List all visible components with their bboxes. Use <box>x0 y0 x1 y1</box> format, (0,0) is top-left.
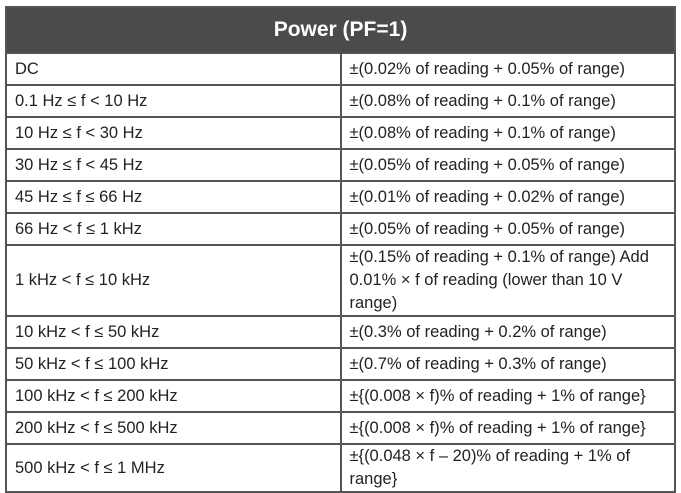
frequency-cell: 45 Hz ≤ f ≤ 66 Hz <box>5 180 342 214</box>
table-body: DC ±(0.02% of reading + 0.05% of range) 0.… <box>5 52 676 493</box>
accuracy-cell: ±(0.7% of reading + 0.3% of range) <box>339 347 676 381</box>
table-row: 45 Hz ≤ f ≤ 66 Hz ±(0.01% of reading + 0.… <box>5 180 676 214</box>
table-row: 10 kHz < f ≤ 50 kHz ±(0.3% of reading + 0… <box>5 315 676 349</box>
accuracy-cell: ±(0.01% of reading + 0.02% of range) <box>339 180 676 214</box>
accuracy-cell: ±(0.05% of reading + 0.05% of range) <box>339 148 676 182</box>
frequency-cell: 1 kHz < f ≤ 10 kHz <box>5 244 342 317</box>
table-row: 30 Hz ≤ f < 45 Hz ±(0.05% of reading + 0.… <box>5 148 676 182</box>
accuracy-cell: ±(0.08% of reading + 0.1% of range) <box>339 84 676 118</box>
table-row: 500 kHz < f ≤ 1 MHz ±{(0.048 × f – 20)% o… <box>5 443 676 493</box>
accuracy-cell: ±(0.05% of reading + 0.05% of range) <box>339 212 676 246</box>
spec-table: Power (PF=1) DC ±(0.02% of reading + 0.05… <box>5 6 676 493</box>
table-row: 66 Hz < f ≤ 1 kHz ±(0.05% of reading + 0.… <box>5 212 676 246</box>
accuracy-cell: ±{(0.008 × f)% of reading + 1% of range} <box>339 411 676 445</box>
table-title: Power (PF=1) <box>5 6 676 54</box>
table-row: 200 kHz < f ≤ 500 kHz ±{(0.008 × f)% of r… <box>5 411 676 445</box>
accuracy-cell: ±(0.08% of reading + 0.1% of range) <box>339 116 676 150</box>
table-row: 0.1 Hz ≤ f < 10 Hz ±(0.08% of reading + 0… <box>5 84 676 118</box>
frequency-cell: 10 Hz ≤ f < 30 Hz <box>5 116 342 150</box>
accuracy-cell: ±(0.15% of reading + 0.1% of range) Add … <box>339 244 676 317</box>
table-row: 50 kHz < f ≤ 100 kHz ±(0.7% of reading + … <box>5 347 676 381</box>
frequency-cell: 50 kHz < f ≤ 100 kHz <box>5 347 342 381</box>
table-row: 100 kHz < f ≤ 200 kHz ±{(0.008 × f)% of r… <box>5 379 676 413</box>
table-row: 1 kHz < f ≤ 10 kHz ±(0.15% of reading + 0… <box>5 244 676 317</box>
accuracy-cell: ±{(0.048 × f – 20)% of reading + 1% of r… <box>339 443 676 493</box>
accuracy-cell: ±(0.02% of reading + 0.05% of range) <box>339 52 676 86</box>
frequency-cell: 30 Hz ≤ f < 45 Hz <box>5 148 342 182</box>
frequency-cell: 10 kHz < f ≤ 50 kHz <box>5 315 342 349</box>
frequency-cell: 500 kHz < f ≤ 1 MHz <box>5 443 342 493</box>
frequency-cell: 66 Hz < f ≤ 1 kHz <box>5 212 342 246</box>
frequency-cell: 0.1 Hz ≤ f < 10 Hz <box>5 84 342 118</box>
table-row: 10 Hz ≤ f < 30 Hz ±(0.08% of reading + 0.… <box>5 116 676 150</box>
header-row: Power (PF=1) <box>5 6 676 54</box>
table-row: DC ±(0.02% of reading + 0.05% of range) <box>5 52 676 86</box>
frequency-cell: 200 kHz < f ≤ 500 kHz <box>5 411 342 445</box>
accuracy-cell: ±(0.3% of reading + 0.2% of range) <box>339 315 676 349</box>
accuracy-cell: ±{(0.008 × f)% of reading + 1% of range} <box>339 379 676 413</box>
frequency-cell: DC <box>5 52 342 86</box>
frequency-cell: 100 kHz < f ≤ 200 kHz <box>5 379 342 413</box>
